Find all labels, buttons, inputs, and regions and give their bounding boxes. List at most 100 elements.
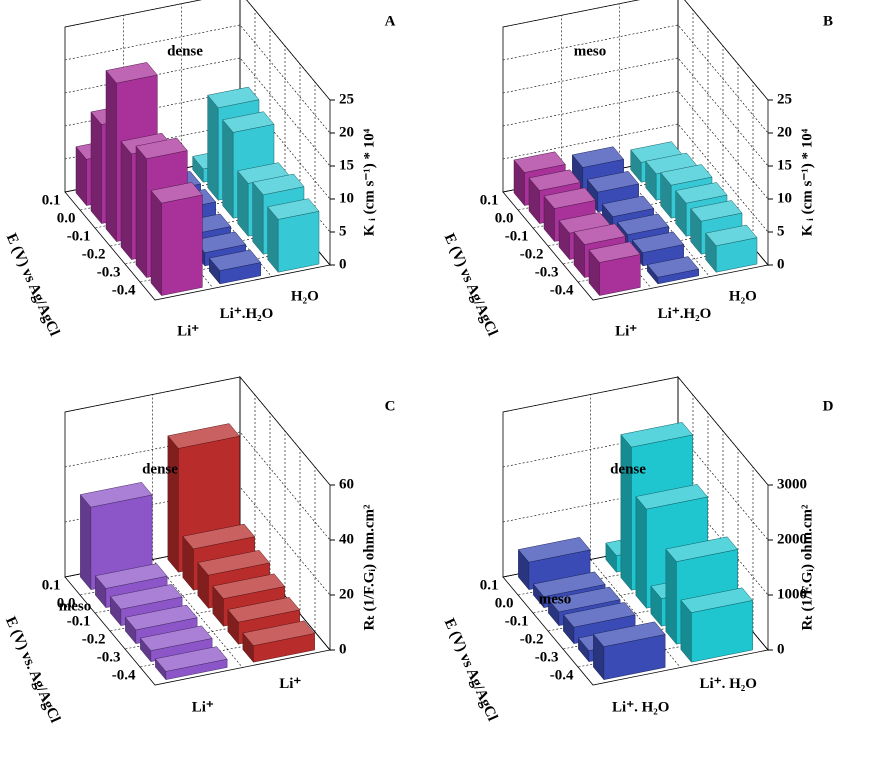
bar-top <box>139 625 213 651</box>
bar-top <box>543 187 596 209</box>
bar-top <box>665 536 739 562</box>
grid-line <box>502 376 769 486</box>
bar-top <box>660 164 713 186</box>
y-tick-label: 20 <box>777 124 792 140</box>
grid-line <box>64 541 331 651</box>
bar-top <box>513 151 566 173</box>
bar-top <box>690 200 743 222</box>
bar-side <box>90 111 102 225</box>
bar-top <box>631 231 685 253</box>
bar <box>267 198 320 273</box>
x-axis-title: E (V) vs Ag/AgCl <box>441 231 501 338</box>
bar-top <box>616 213 670 235</box>
category-label: 0.1 <box>480 192 499 208</box>
category-label: -0.4 <box>112 667 136 683</box>
series-label: Li⁺.H₂O <box>658 306 712 322</box>
y-tick-label: 2000 <box>777 531 807 547</box>
y-axis-title: K ᵢ (cm s⁻¹) * 10⁴ <box>361 128 377 236</box>
category-label: -0.1 <box>505 228 529 244</box>
category-label: -0.3 <box>97 264 121 280</box>
grid-line <box>502 486 769 596</box>
category-label: -0.4 <box>550 282 574 298</box>
series-label: H₂O <box>291 288 319 304</box>
category-label: 0.1 <box>480 577 499 593</box>
y-tick-label: 0 <box>339 256 347 272</box>
bar-top <box>94 563 168 589</box>
panel-letter: A <box>385 13 396 29</box>
category-label: -0.2 <box>520 246 544 262</box>
y-tick-label: 15 <box>777 157 792 173</box>
category-label: 0.0 <box>57 210 76 226</box>
category-label: -0.2 <box>520 631 544 647</box>
grid-line <box>502 0 769 101</box>
bar-side <box>150 189 162 297</box>
category-label: -0.3 <box>535 264 559 280</box>
bar-top <box>242 620 316 646</box>
grid-line <box>502 90 769 200</box>
x-axis-title: E (V) vs Ag/AgCl <box>3 231 63 338</box>
bar <box>208 249 262 285</box>
bar-top <box>79 482 153 508</box>
grid-line <box>64 57 331 167</box>
bar <box>680 587 754 663</box>
bar-top <box>620 422 694 448</box>
bar-top <box>222 111 275 133</box>
bar-top <box>592 621 666 647</box>
bar-top <box>105 62 158 84</box>
bar-top <box>675 182 728 204</box>
bar <box>588 241 641 297</box>
bar-side <box>105 69 117 243</box>
bar-top <box>573 223 626 245</box>
x-axis-title: E (V) vs. Ag/AgCl <box>2 614 63 725</box>
annotation: meso <box>59 598 92 614</box>
bar-top <box>571 146 625 168</box>
annotation: dense <box>610 461 646 477</box>
bar-side <box>80 493 92 591</box>
category-label: -0.3 <box>97 649 121 665</box>
bar <box>242 620 316 663</box>
bar-front <box>277 210 320 273</box>
bar <box>592 621 666 681</box>
bar-top <box>227 597 301 623</box>
bar-top <box>635 484 709 510</box>
series-label: H₂O <box>729 288 757 304</box>
category-label: -0.2 <box>82 246 106 262</box>
bar-top <box>182 523 256 550</box>
panel-letter: B <box>823 13 833 29</box>
bar <box>705 224 758 273</box>
grid-line <box>64 0 331 101</box>
y-tick-label: 20 <box>339 124 354 140</box>
bar-top <box>562 602 636 628</box>
bar-top <box>212 573 286 599</box>
y-tick-label: 0 <box>339 641 347 657</box>
series-label: Li⁺. H₂O <box>700 676 757 692</box>
bar-top <box>124 604 198 631</box>
grid-line <box>502 431 769 541</box>
y-axis-title: Rₜ (1/F.Gᵢ) ohm.cm² <box>799 504 815 631</box>
bar-front <box>161 194 203 296</box>
y-tick-label: 3000 <box>777 476 807 492</box>
bar-top <box>547 586 621 613</box>
y-axis-title: K ᵢ (cm s⁻¹) * 10⁴ <box>799 128 815 236</box>
series-label: Li⁺ <box>192 700 214 716</box>
bar-top <box>135 137 188 160</box>
grid-line <box>64 90 331 200</box>
series-label: Li⁺.H₂O <box>220 306 274 322</box>
bar-top <box>646 256 700 278</box>
series-label: Li⁺ <box>177 324 199 340</box>
y-tick-label: 10 <box>777 190 792 206</box>
grid-line <box>64 486 331 596</box>
category-label: 0.0 <box>495 595 514 611</box>
bar-top <box>207 86 260 109</box>
bar-side <box>135 145 147 279</box>
bar-top <box>150 182 203 204</box>
x-axis-title: E (V) vs Ag/AgCl <box>441 616 501 723</box>
y-tick-label: 40 <box>339 531 354 547</box>
y-tick-label: 5 <box>777 223 785 239</box>
bar <box>139 625 213 663</box>
panel: 0 1000 2000 3000 0.1 0.0 -0.1 -0.2 -0.3 -0.4 Li⁺. … <box>441 375 834 723</box>
grid-line <box>502 24 769 134</box>
bar-side <box>120 140 132 261</box>
category-label: -0.1 <box>67 228 91 244</box>
